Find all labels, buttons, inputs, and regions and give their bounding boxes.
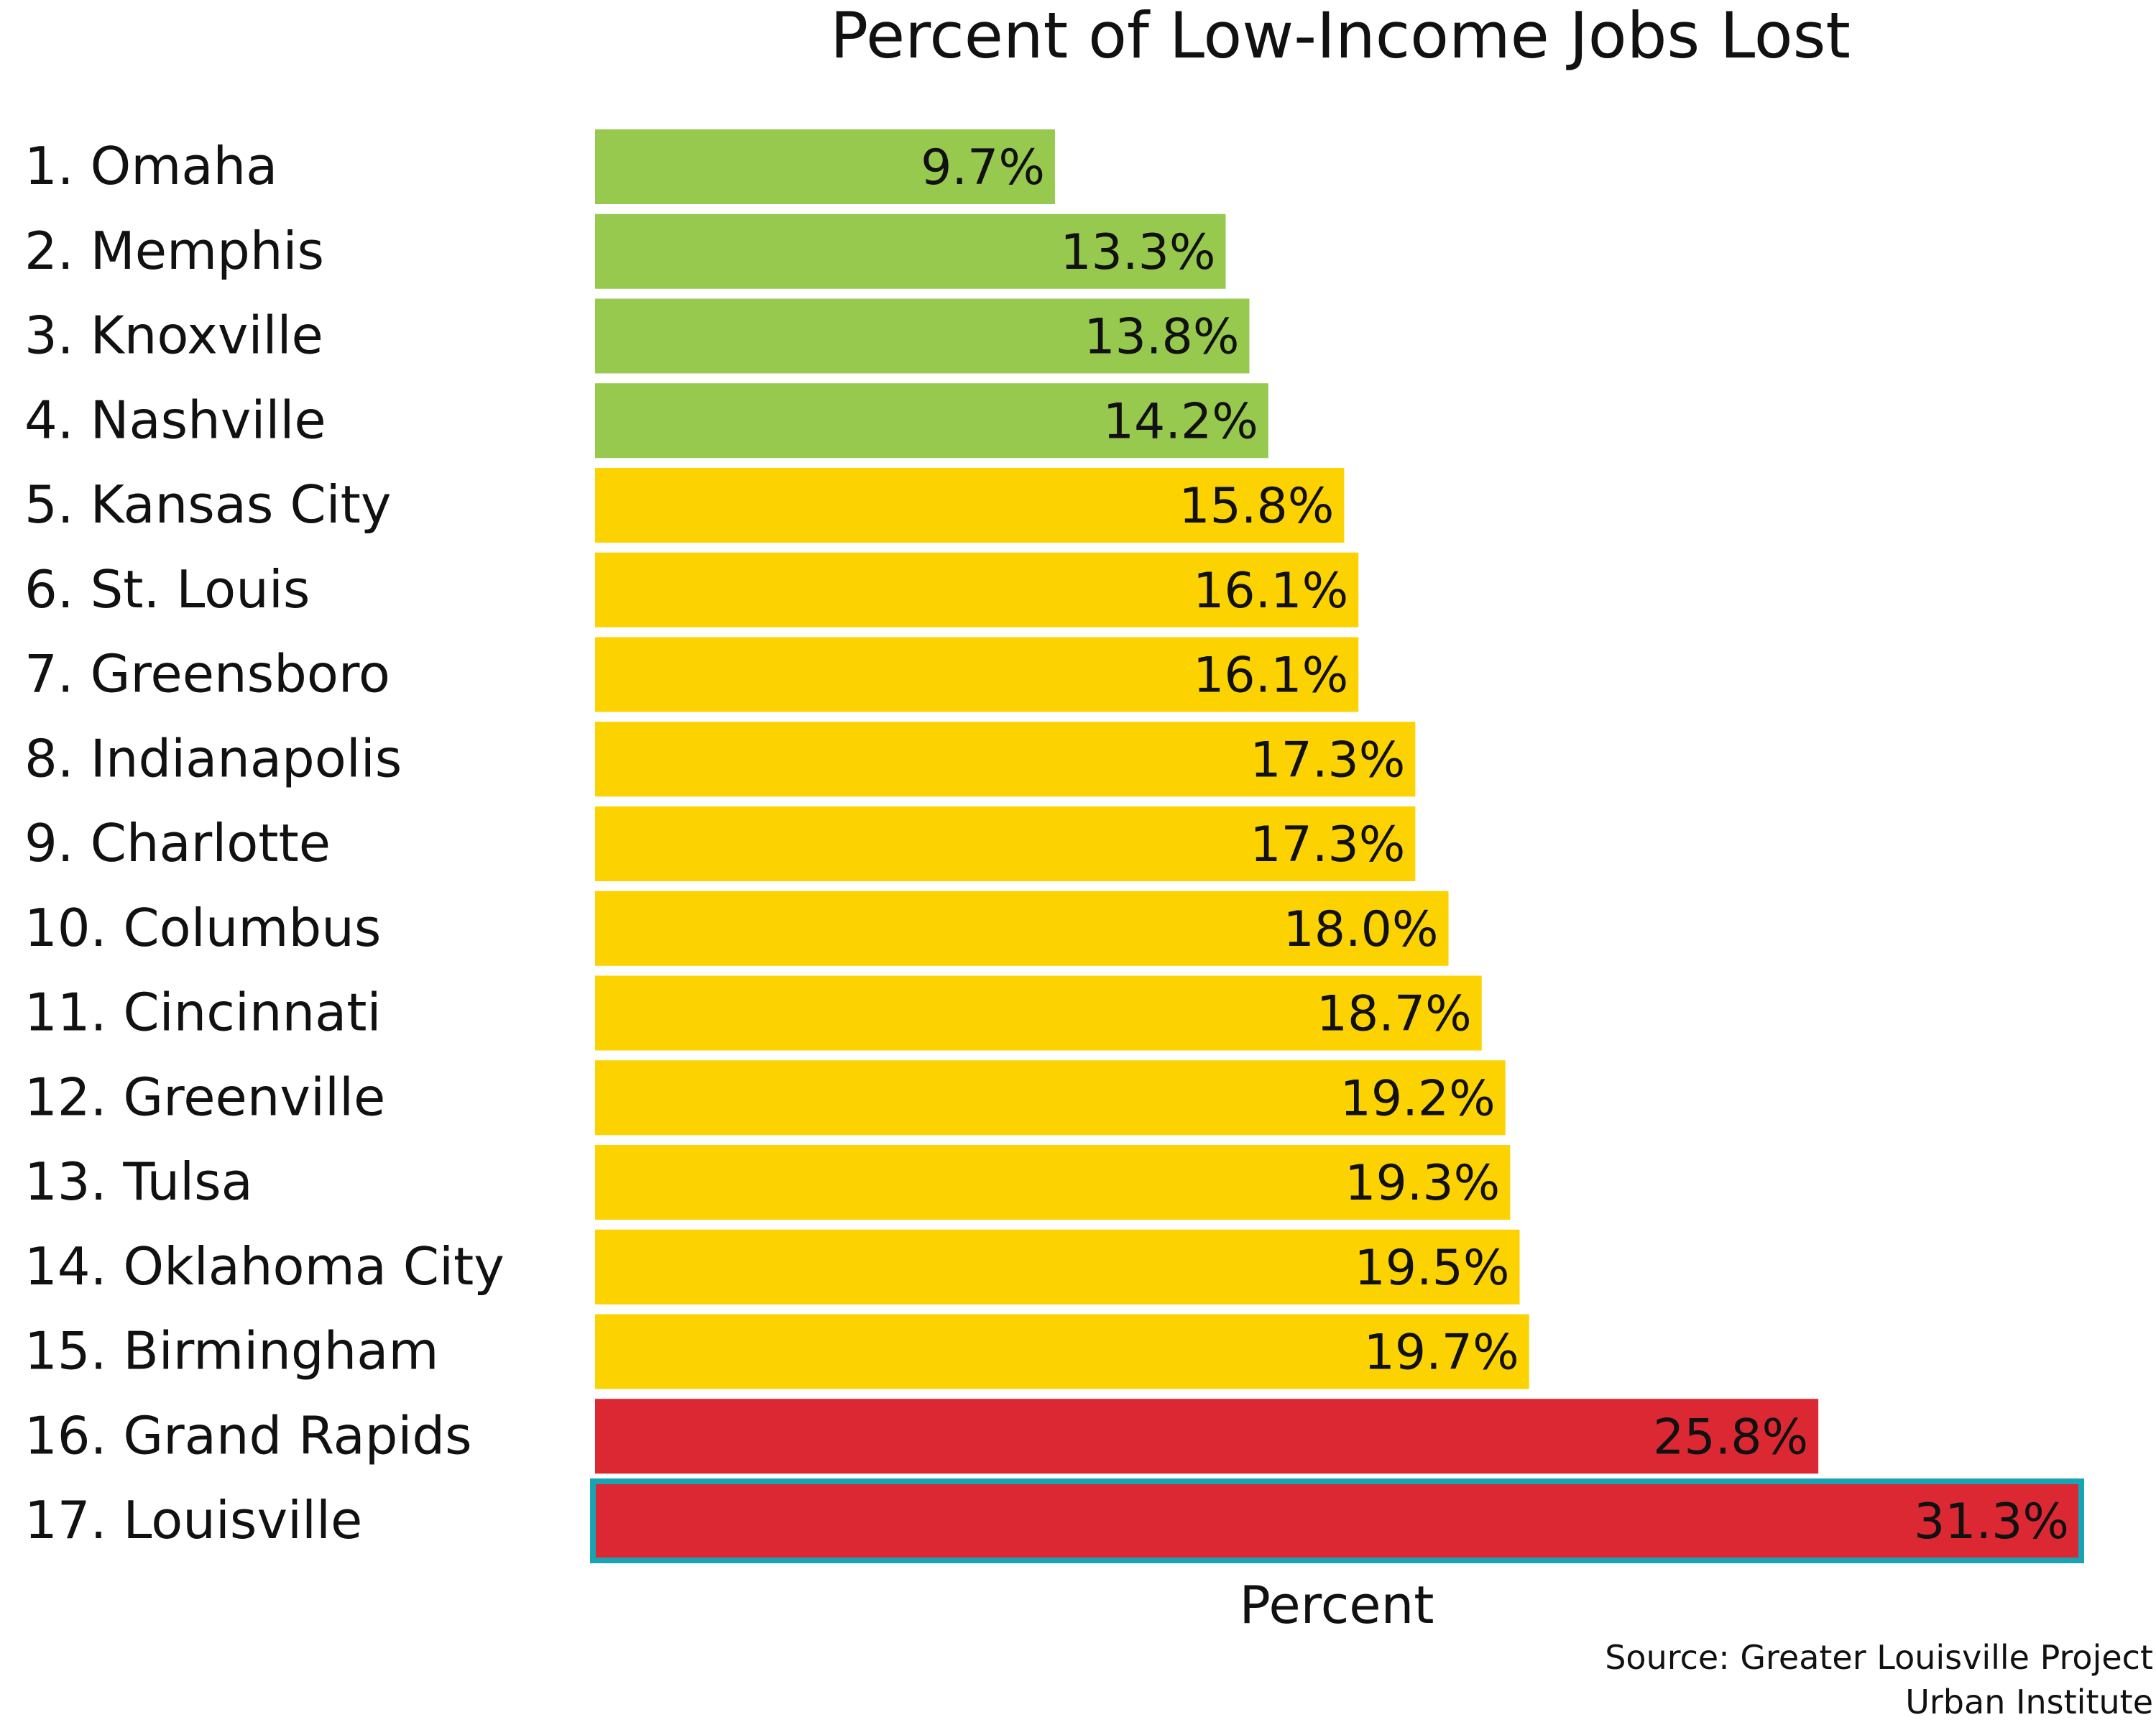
category-label: 13. Tulsa xyxy=(24,1151,253,1212)
value-label: 19.5% xyxy=(1354,1240,1509,1297)
value-label: 14.2% xyxy=(1103,393,1258,450)
bar-0 xyxy=(595,129,1055,204)
bar-9 xyxy=(595,891,1449,966)
bar-4 xyxy=(595,468,1345,543)
category-label: 9. Charlotte xyxy=(24,813,331,873)
bar-8 xyxy=(595,806,1416,881)
category-label: 7. Greensboro xyxy=(24,644,390,704)
bar-7 xyxy=(595,722,1416,797)
value-label: 18.7% xyxy=(1317,986,1472,1043)
value-label: 19.3% xyxy=(1345,1155,1500,1212)
value-label: 17.3% xyxy=(1250,732,1405,788)
value-label: 31.3% xyxy=(1914,1494,2069,1550)
bar-12 xyxy=(595,1145,1511,1220)
value-label: 9.7% xyxy=(921,139,1045,196)
category-label: 17. Louisville xyxy=(24,1490,362,1550)
source-line-1: Source: Greater Louisville Project xyxy=(1605,1638,2153,1677)
bars-group: 1. Omaha 9.7% 2. Memphis 13.3% 3. Knoxville 1… xyxy=(24,129,2084,1563)
bar-3 xyxy=(595,383,1268,459)
category-label: 10. Columbus xyxy=(24,898,381,958)
category-label: 1. Omaha xyxy=(24,136,277,196)
value-label: 19.7% xyxy=(1364,1325,1519,1381)
bar-16 xyxy=(595,1484,2079,1558)
bar-5 xyxy=(595,552,1359,627)
category-label: 8. Indianapolis xyxy=(24,728,402,788)
bar-14 xyxy=(595,1314,1529,1389)
value-label: 16.1% xyxy=(1193,563,1348,620)
category-label: 4. Nashville xyxy=(24,390,326,450)
category-label: 15. Birmingham xyxy=(24,1321,439,1381)
bar-1 xyxy=(595,213,1226,289)
bar-13 xyxy=(595,1229,1520,1305)
bar-10 xyxy=(595,975,1482,1051)
value-label: 15.8% xyxy=(1179,478,1334,535)
category-label: 12. Greenville xyxy=(24,1067,385,1127)
value-label: 13.3% xyxy=(1060,224,1215,281)
category-label: 6. St. Louis xyxy=(24,559,310,620)
bar-2 xyxy=(595,298,1250,374)
value-label: 13.8% xyxy=(1084,309,1239,366)
value-label: 16.1% xyxy=(1193,648,1348,704)
x-axis-label: Percent xyxy=(1240,1575,1434,1635)
source-line-2: Urban Institute xyxy=(1905,1683,2153,1721)
value-label: 17.3% xyxy=(1250,816,1405,873)
bar-15 xyxy=(595,1399,1819,1474)
category-label: 2. Memphis xyxy=(24,221,324,281)
chart-title: Percent of Low-Income Jobs Lost xyxy=(830,0,1851,73)
value-label: 19.2% xyxy=(1340,1070,1496,1127)
category-label: 11. Cincinnati xyxy=(24,983,382,1043)
category-label: 14. Oklahoma City xyxy=(24,1236,505,1297)
bar-6 xyxy=(595,637,1359,712)
category-label: 5. Kansas City xyxy=(24,474,391,535)
category-label: 16. Grand Rapids xyxy=(24,1405,472,1466)
highlight-outline xyxy=(590,1478,2084,1563)
bar-11 xyxy=(595,1060,1506,1136)
value-label: 25.8% xyxy=(1653,1409,1808,1466)
category-label: 3. Knoxville xyxy=(24,305,323,366)
value-label: 18.0% xyxy=(1284,901,1439,958)
